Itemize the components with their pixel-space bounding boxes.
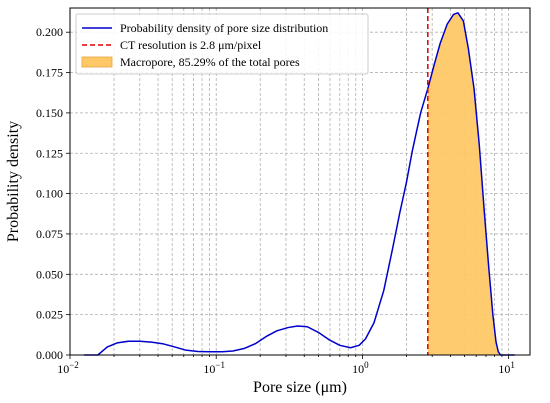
- legend-label-macropore: Macropore, 85.29% of the total pores: [120, 55, 300, 69]
- axis-ticks: 0.000 0.025 0.050 0.075 0.100 0.125 0.150 0.175…: [36, 25, 515, 376]
- y-tick-label: 0.075: [36, 227, 63, 241]
- y-tick-label: 0.125: [36, 146, 63, 160]
- y-tick-label: 0.000: [36, 348, 63, 362]
- y-axis-title: Probability density: [5, 121, 22, 242]
- y-tick-label: 0.175: [36, 66, 63, 80]
- x-tick-label: 101: [498, 360, 515, 376]
- macropore-area: [427, 12, 515, 356]
- x-tick-label: 100: [352, 360, 369, 376]
- plot-frame: [69, 7, 531, 356]
- legend: Probability density of pore size distrib…: [75, 13, 369, 75]
- y-tick-label: 0.100: [36, 187, 63, 201]
- x-tick-label: 10−2: [57, 360, 79, 376]
- density-curve: [84, 12, 515, 356]
- legend-label-density: Probability density of pore size distrib…: [120, 21, 328, 35]
- y-tick-label: 0.050: [36, 267, 63, 281]
- plot-lines: [84, 8, 515, 356]
- y-tick-label: 0.025: [36, 308, 63, 322]
- legend-swatch-macropore: [81, 56, 113, 68]
- legend-label-ct-resolution: CT resolution is 2.8 μm/pixel: [120, 38, 262, 52]
- legend-box: [75, 13, 369, 75]
- y-tick-label: 0.150: [36, 106, 63, 120]
- macropore-fill: [427, 12, 515, 356]
- x-axis-title: Pore size (μm): [253, 379, 347, 396]
- y-tick-label: 0.200: [36, 25, 63, 39]
- x-tick-label: 10−1: [203, 360, 225, 376]
